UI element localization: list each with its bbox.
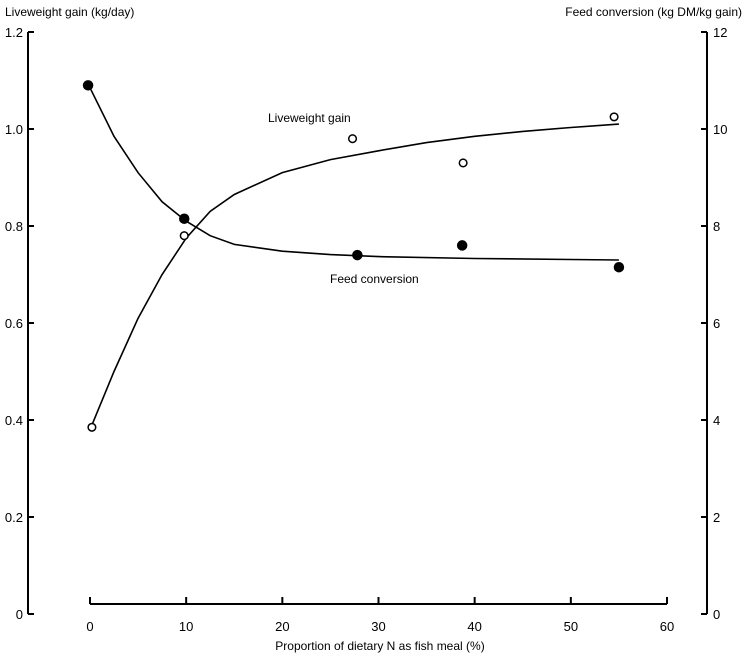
feed-conversion-point [178, 213, 190, 224]
liveweight-gain-point [609, 112, 619, 122]
feed-conversion-point [82, 80, 94, 91]
feed-conversion-point [456, 240, 468, 251]
x-tick-label: 10 [179, 619, 193, 634]
y-left-tick-label: 1.0 [5, 122, 23, 137]
x-tick-label: 0 [86, 619, 93, 634]
y-right-tick-label: 6 [713, 316, 720, 331]
y-left-tick-label: 0 [16, 607, 23, 622]
liveweight-gain-point [458, 158, 468, 168]
y-axis-left-label: Liveweight gain (kg/day) [5, 5, 134, 19]
liveweight-gain-point [179, 231, 189, 241]
x-tick-label: 30 [371, 619, 385, 634]
y-right-tick-label: 4 [713, 413, 720, 428]
y-right-tick-label: 0 [713, 607, 720, 622]
y-left-tick-label: 0.8 [5, 219, 23, 234]
liveweight-gain-curve [89, 123, 619, 431]
x-tick-label: 20 [275, 619, 289, 634]
y-right-tick-label: 8 [713, 219, 720, 234]
feed-conversion-point [613, 261, 625, 273]
feed-conversion-point [352, 249, 363, 261]
liveweight-gain-point [347, 134, 358, 144]
feed-conversion-curve [89, 87, 619, 261]
y-axis-right-label: Feed conversion (kg DM/kg gain) [565, 5, 742, 19]
x-tick-label: 40 [467, 619, 481, 634]
x-tick-label: 60 [660, 619, 674, 634]
annotation-feed-conversion: Feed conversion [330, 272, 419, 286]
x-tick-label: 50 [564, 619, 578, 634]
y-right-tick-label: 10 [713, 122, 727, 137]
y-right-tick-label: 2 [713, 510, 720, 525]
y-left-tick-label: 0.6 [5, 316, 23, 331]
y-right-tick-label: 12 [713, 25, 727, 40]
y-left-tick-label: 0.4 [5, 413, 23, 428]
x-axis-label: Proportion of dietary N as fish meal (%) [275, 639, 484, 653]
liveweight-gain-point [87, 422, 97, 432]
y-left-tick-label: 0.2 [5, 510, 23, 525]
annotation-liveweight-gain: Liveweight gain [268, 111, 351, 125]
y-left-tick-label: 1.2 [5, 25, 23, 40]
